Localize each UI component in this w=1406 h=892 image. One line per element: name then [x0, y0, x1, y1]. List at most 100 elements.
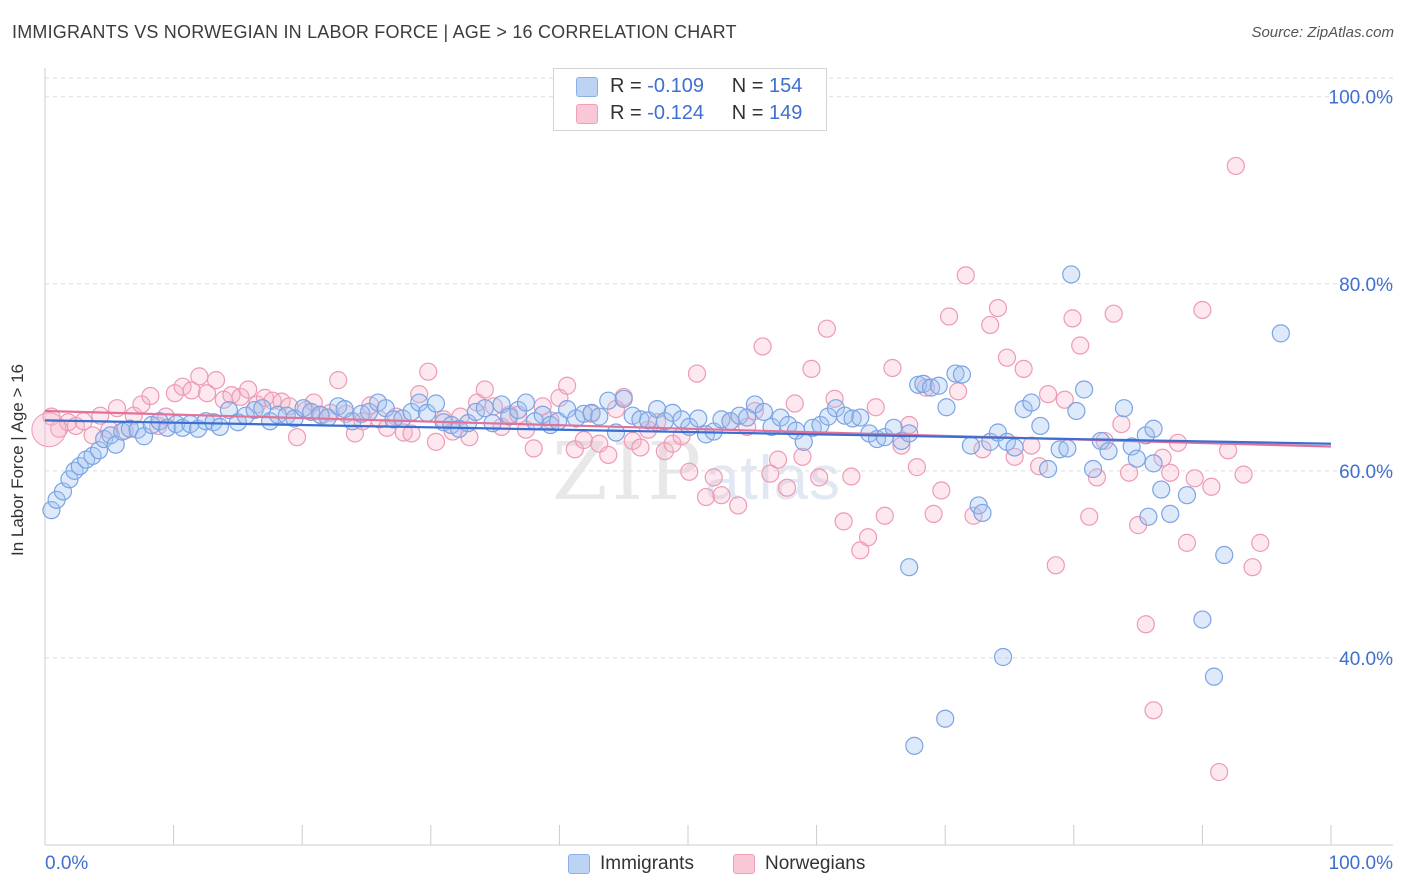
norwegians-point	[1234, 465, 1253, 484]
r-value: -0.124	[647, 102, 704, 124]
immigrants-point	[1139, 507, 1158, 526]
norwegians-point	[197, 384, 217, 403]
immigrants-point	[993, 647, 1013, 667]
n-value: 154	[769, 75, 803, 97]
norwegians-point	[1226, 156, 1245, 176]
norwegians-point	[141, 386, 160, 406]
norwegians-point	[1251, 533, 1270, 552]
immigrants-point	[210, 417, 229, 436]
norwegians-point	[190, 367, 209, 386]
norwegians-point	[988, 299, 1008, 318]
norwegians-point	[1136, 615, 1155, 634]
norwegians-point	[680, 462, 699, 481]
immigrants-point	[663, 403, 682, 422]
immigrants-point	[843, 409, 862, 428]
immigrants-point	[1127, 449, 1146, 468]
immigrants-point	[754, 402, 773, 422]
norwegians-point	[1210, 762, 1229, 782]
norwegians-point	[31, 412, 67, 448]
immigrants-point	[952, 365, 972, 384]
immigrants-point	[1022, 393, 1041, 412]
norwegians-point	[1202, 477, 1221, 496]
norwegians-point	[696, 487, 716, 507]
immigrants-point	[936, 709, 955, 728]
legend-swatch-norwegians	[733, 854, 755, 874]
norwegians-point	[875, 506, 894, 525]
norwegians-point	[729, 496, 748, 515]
immigrants-point	[1177, 486, 1197, 505]
immigrants-point	[1114, 399, 1134, 418]
norwegians-point	[1055, 390, 1074, 409]
norwegians-point	[1071, 336, 1090, 355]
norwegians-point	[883, 358, 902, 378]
norwegians-point	[83, 426, 102, 445]
immigrants-point	[946, 364, 965, 383]
norwegians-point	[1046, 556, 1065, 575]
immigrants-point	[1271, 324, 1290, 343]
n-value: 149	[769, 102, 803, 124]
norwegians-point	[858, 528, 878, 547]
immigrants-point	[42, 501, 61, 520]
norwegians-point	[948, 382, 968, 401]
norwegians-point	[1112, 414, 1131, 434]
immigrants-point	[574, 404, 593, 423]
immigrants-point	[1193, 610, 1212, 629]
immigrants-point	[219, 400, 238, 420]
immigrants-point	[1204, 667, 1224, 686]
legend-label-immigrants: Immigrants	[600, 853, 694, 874]
norwegians-point	[574, 430, 593, 450]
immigrants-point	[712, 410, 731, 429]
immigrants-point	[1050, 440, 1069, 459]
immigrants-point	[120, 419, 139, 438]
norwegians-point	[1104, 304, 1123, 323]
legend-swatch-norwegians	[576, 104, 598, 124]
norwegians-point	[329, 371, 348, 390]
norwegians-point	[524, 439, 543, 458]
immigrants-point	[1062, 265, 1081, 284]
immigrants-point	[466, 402, 485, 422]
y-tick-label: 100.0%	[1329, 88, 1394, 109]
source-label: Source: ZipAtlas.com	[1251, 24, 1394, 41]
norwegians-point	[981, 315, 1000, 335]
norwegians-point	[785, 394, 804, 413]
legend-swatch-immigrants	[568, 854, 590, 874]
immigrants-point	[590, 407, 609, 426]
immigrants-point	[1067, 401, 1086, 421]
norwegians-point	[704, 468, 723, 487]
n-label: N =	[731, 102, 764, 124]
r-label: R =	[610, 102, 642, 124]
norwegians-point	[768, 450, 788, 469]
immigrants-point	[905, 736, 924, 755]
x-tick-label: 0.0%	[45, 853, 88, 874]
immigrants-point	[500, 407, 519, 426]
norwegians-point	[1063, 309, 1082, 328]
immigrants-point	[606, 423, 626, 442]
norwegians-point	[419, 362, 438, 381]
immigrants-point	[771, 408, 790, 427]
immigrants-point	[1058, 439, 1077, 458]
norwegians-point	[1185, 469, 1204, 488]
immigrants-point	[1215, 545, 1234, 565]
norwegians-point	[599, 445, 618, 465]
norwegians-point	[1022, 436, 1041, 455]
immigrants-point	[426, 394, 446, 413]
norwegians-point	[1161, 463, 1180, 482]
norwegians-point	[907, 458, 927, 477]
immigrants-point	[689, 409, 708, 428]
norwegians-point	[793, 447, 812, 466]
norwegians-point	[239, 380, 258, 399]
immigrants-point	[1152, 480, 1171, 499]
norwegians-point	[761, 464, 780, 483]
immigrants-point	[973, 503, 992, 523]
immigrants-point	[70, 457, 89, 476]
norwegians-point	[997, 348, 1017, 367]
watermark: ZIPatlas	[552, 425, 841, 518]
immigrants-point	[929, 376, 948, 395]
immigrants-point	[516, 393, 536, 412]
norwegians-point	[1038, 385, 1058, 404]
norwegians-point	[825, 389, 844, 408]
norwegians-point	[866, 398, 885, 417]
immigrants-point	[106, 435, 125, 454]
immigrants-point	[101, 426, 120, 445]
immigrants-point	[937, 398, 956, 417]
